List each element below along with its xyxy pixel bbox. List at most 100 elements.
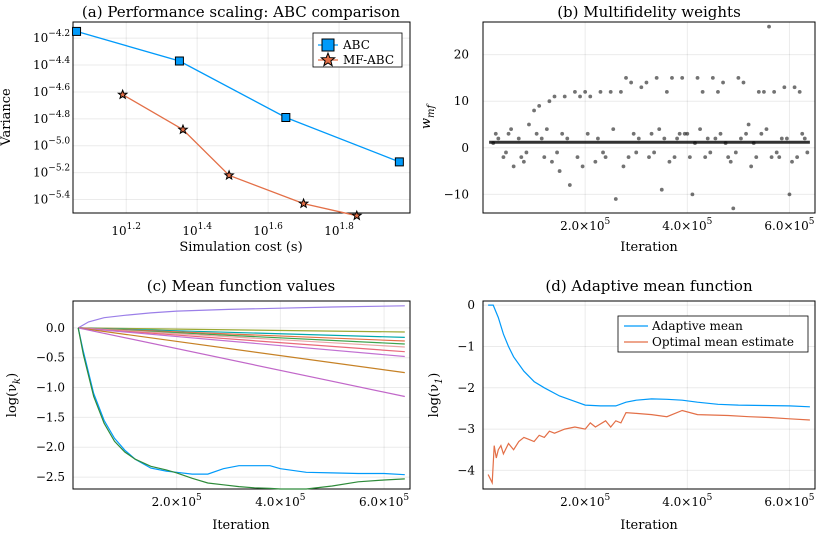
data-point-mf-abc [297,197,310,209]
scatter-point [565,136,570,141]
scatter-point [716,89,720,94]
y-tick-label: −2.0 [36,440,65,454]
scatter-point [762,89,766,94]
scatter-point [493,131,498,136]
scatter-point [700,89,705,94]
scatter-point [779,136,784,141]
scatter-point [550,159,554,164]
y-tick-label: −0.5 [36,351,65,365]
y-tick-label: −10 [444,187,469,201]
y-tick-label: 10 [454,94,469,108]
grid [483,22,815,213]
scatter-point [805,150,810,155]
scatter-point [749,164,754,169]
scatter-point [521,159,526,164]
scatter-point [636,136,641,141]
legend-marker-mf-abc [320,51,336,67]
y-tick-label: 10−4.8 [33,110,70,126]
legend-label-abc: ABC [342,38,370,52]
scatter-point [687,155,692,159]
scatter-point [534,131,539,136]
scatter-point [578,94,582,99]
scatter-point [603,155,608,159]
y-tick-label: −1.5 [36,410,65,424]
scatter-point [527,122,531,127]
scatter-point [726,155,731,159]
x-tick-label: 101.4 [182,222,212,238]
scatter-point [690,192,695,197]
scatter-point [654,76,659,80]
scatter-point [736,76,741,80]
scatter-point [664,89,669,94]
y-tick-label: −2.5 [36,470,65,484]
scatter-point [744,131,748,136]
y-tick-label: −2 [457,381,475,395]
scatter-point [552,94,557,99]
scatter-point [792,85,797,90]
scatter-point [698,127,702,132]
data-point-mf-abc [223,169,235,181]
scatter-point [501,155,506,159]
scatter-point [519,155,524,159]
scatter-point [703,155,708,159]
panel-a: 101.2 101.4 101.6 101.8 10−4.2 10−4.4 10−4.6 10… [0,3,411,255]
scatter-point [573,89,577,94]
x-axis-label: Simulation cost (s) [179,240,302,255]
y-tick-label: −4 [457,463,475,477]
x-tick-label: 4.0×105 [255,493,305,509]
scatter-point [491,141,496,146]
x-tick-label: 2.0×105 [152,493,202,509]
series-line-10 [77,327,405,476]
scatter-point [746,122,751,127]
x-tick-label: 101.2 [111,222,141,238]
scatter-point [670,76,674,80]
y-tick-label: −1.0 [36,381,65,395]
y-tick-label: 0.0 [46,321,65,335]
legend-label-adaptive-mean: Adaptive mean [651,319,743,333]
scatter-point [785,136,789,141]
y-axis-label: log(νk) [5,373,23,417]
legend: Adaptive mean Optimal mean estimate [617,315,809,353]
chart-title: (d) Adaptive mean function [545,277,753,295]
scatter-point [544,127,549,132]
scatter-point [769,155,774,159]
scatter-point [695,76,700,80]
series-line-5 [78,327,405,348]
scatter-point [649,131,654,136]
scatter-point [795,155,800,159]
scatter-point [575,155,580,159]
scatter-point [667,159,672,164]
scatter-point [560,131,565,136]
data-point-abc [72,26,82,36]
scatter-point [764,127,769,132]
series-line-1 [78,327,405,333]
panel-d: 2.0×105 4.0×105 6.0×105 0 −1 −2 −3 −4 (d) Adapti… [427,277,816,533]
series-line-7 [78,327,405,358]
chart-title: (c) Mean function values [147,277,336,295]
scatter-point [751,141,756,146]
x-axis-label: Iteration [620,518,678,533]
scatter-point [644,80,649,85]
scatter-point [721,80,725,85]
plot-frame [72,300,411,490]
scatter-point [532,108,536,113]
scatter-point [713,136,718,141]
scatter-point [601,150,605,155]
series-line-11 [77,327,405,490]
scatter-point [593,159,598,164]
y-axis-label: log(ν1) [427,373,445,418]
scatter-point [555,150,559,155]
x-axis-label: Iteration [620,240,678,255]
scatter-point [511,164,516,169]
y-tick-label: 20 [454,48,469,62]
scatter-point [631,131,636,136]
series-line-1 [487,409,810,486]
scatter-point [624,76,628,80]
data-point-abc [281,113,291,122]
y-tick-label: 10−4.6 [33,83,70,99]
scatter-point [504,150,508,155]
scatter-point [659,187,664,192]
scatter-point [756,89,761,94]
scatter-point [680,76,685,80]
